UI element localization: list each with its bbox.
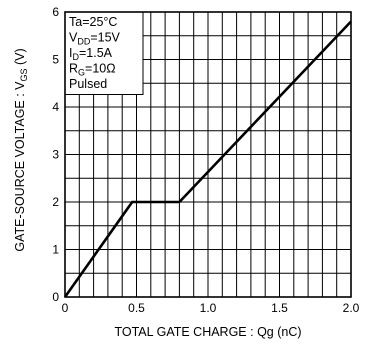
x-axis-label: TOTAL GATE CHARGE : Qg (nC) bbox=[114, 325, 301, 339]
axis-labels: TOTAL GATE CHARGE : Qg (nC) GATE-SOURCE … bbox=[13, 48, 302, 339]
curve-layer bbox=[63, 20, 352, 298]
x-tick-label: 1.0 bbox=[200, 301, 217, 315]
x-tick-label: 1.5 bbox=[271, 301, 288, 315]
condition-value: =1.5A bbox=[79, 46, 113, 60]
y-tick-label: 5 bbox=[52, 53, 59, 67]
condition-label: RG=10Ω bbox=[69, 62, 116, 78]
condition-main: R bbox=[69, 62, 78, 76]
y-tick-label: 4 bbox=[52, 100, 59, 114]
condition-main: Pulsed bbox=[69, 77, 107, 91]
condition-subscript: DD bbox=[77, 37, 90, 47]
y-axis-label-sub: GS bbox=[19, 68, 29, 81]
plot-border bbox=[64, 11, 352, 298]
y-axis-label-unit: (V) bbox=[13, 48, 27, 68]
condition-main: V bbox=[69, 31, 78, 45]
grid bbox=[65, 12, 351, 297]
condition-subscript: D bbox=[72, 52, 79, 62]
plot-frame bbox=[64, 11, 352, 298]
conditions-box-background bbox=[64, 11, 144, 95]
y-tick-label: 2 bbox=[52, 195, 59, 209]
condition-label: VDD=15V bbox=[69, 31, 121, 47]
condition-main: I bbox=[69, 46, 72, 60]
condition-label: ID=1.5A bbox=[69, 46, 113, 62]
condition-main: Ta=25°C bbox=[69, 15, 117, 29]
y-tick-label: 6 bbox=[52, 5, 59, 19]
series-line bbox=[63, 20, 352, 298]
x-tick-label: 2.0 bbox=[343, 301, 360, 315]
x-tick-label: 0 bbox=[62, 301, 69, 315]
y-axis-label: GATE-SOURCE VOLTAGE : VGS (V) bbox=[13, 48, 29, 251]
condition-label: Ta=25°C bbox=[69, 15, 117, 29]
condition-value: =15V bbox=[90, 31, 120, 45]
y-tick-label: 1 bbox=[52, 243, 59, 257]
y-tick-label: 3 bbox=[52, 148, 59, 162]
condition-subscript: G bbox=[78, 68, 85, 78]
condition-label: Pulsed bbox=[69, 77, 107, 91]
y-axis-label-main: GATE-SOURCE VOLTAGE : V bbox=[13, 81, 27, 252]
x-tick-label: 0.5 bbox=[128, 301, 145, 315]
y-tick-label: 0 bbox=[52, 290, 59, 304]
condition-value: =10Ω bbox=[85, 62, 116, 76]
tick-labels: 0 0.5 1.0 1.5 2.0 0 1 2 3 4 5 6 bbox=[52, 5, 359, 315]
